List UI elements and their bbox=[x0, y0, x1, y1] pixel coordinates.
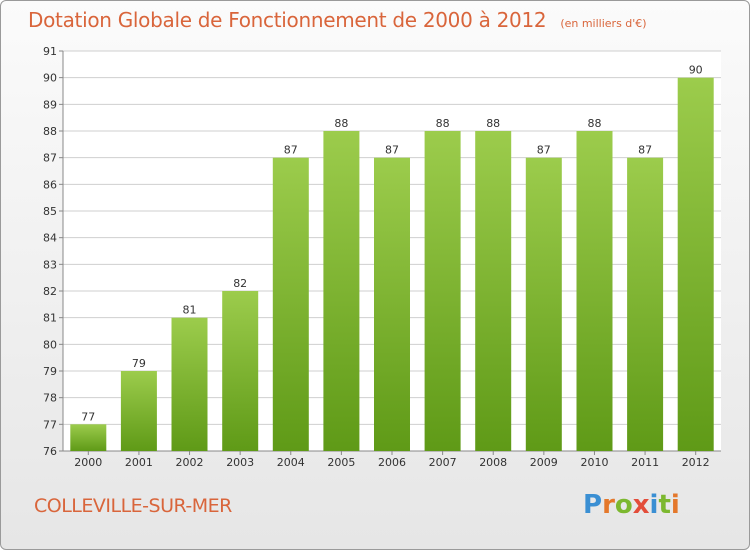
bar-value-label: 88 bbox=[334, 117, 348, 130]
bar-value-label: 87 bbox=[284, 144, 298, 157]
bar-value-label: 88 bbox=[588, 117, 602, 130]
x-tick-label: 2005 bbox=[327, 456, 355, 469]
logo-letter: i bbox=[649, 490, 659, 520]
bar bbox=[222, 291, 259, 451]
bar bbox=[627, 157, 664, 451]
bar-value-label: 77 bbox=[81, 410, 95, 423]
x-tick-label: 2010 bbox=[581, 456, 609, 469]
y-tick-label: 83 bbox=[43, 258, 57, 271]
y-tick-label: 85 bbox=[43, 205, 57, 218]
x-tick-label: 2000 bbox=[74, 456, 102, 469]
bar-value-label: 79 bbox=[132, 357, 146, 370]
logo-letter: r bbox=[602, 490, 615, 520]
x-tick-label: 2012 bbox=[682, 456, 710, 469]
bar bbox=[120, 371, 157, 451]
x-tick-label: 2006 bbox=[378, 456, 406, 469]
logo-letter: x bbox=[632, 490, 650, 520]
y-tick-label: 76 bbox=[43, 445, 57, 458]
bar-value-label: 90 bbox=[689, 64, 703, 77]
logo-letter: i bbox=[670, 490, 680, 520]
bar bbox=[272, 157, 309, 451]
city-name: COLLEVILLE-SUR-MER bbox=[34, 495, 232, 517]
chart-title: Dotation Globale de Fonctionnement de 20… bbox=[28, 8, 647, 32]
bar-value-label: 87 bbox=[385, 144, 399, 157]
y-tick-label: 78 bbox=[43, 392, 57, 405]
bar bbox=[475, 131, 512, 451]
bar-value-label: 81 bbox=[183, 304, 197, 317]
y-tick-label: 77 bbox=[43, 418, 57, 431]
y-tick-label: 82 bbox=[43, 285, 57, 298]
x-tick-label: 2004 bbox=[277, 456, 305, 469]
bar bbox=[70, 424, 107, 451]
bar-value-label: 88 bbox=[436, 117, 450, 130]
y-tick-label: 87 bbox=[43, 152, 57, 165]
bar-value-label: 87 bbox=[537, 144, 551, 157]
x-tick-label: 2009 bbox=[530, 456, 558, 469]
proxiti-logo: Proxiti bbox=[583, 490, 680, 520]
y-tick-label: 89 bbox=[43, 98, 57, 111]
chart-unit: (en milliers d'€) bbox=[560, 17, 647, 30]
y-tick-label: 81 bbox=[43, 312, 57, 325]
y-tick-label: 80 bbox=[43, 338, 57, 351]
bar bbox=[171, 317, 208, 451]
y-tick-label: 91 bbox=[43, 45, 57, 58]
y-tick-label: 79 bbox=[43, 365, 57, 378]
bar bbox=[374, 157, 410, 451]
y-tick-label: 90 bbox=[43, 72, 57, 85]
x-tick-label: 2007 bbox=[429, 456, 457, 469]
y-tick-label: 86 bbox=[43, 178, 57, 191]
x-tick-label: 2003 bbox=[226, 456, 254, 469]
bar-value-label: 82 bbox=[233, 277, 247, 290]
chart-title-text: Dotation Globale de Fonctionnement de 20… bbox=[28, 8, 547, 32]
x-tick-label: 2001 bbox=[125, 456, 153, 469]
bar bbox=[424, 131, 461, 451]
bar bbox=[323, 131, 360, 451]
y-tick-label: 84 bbox=[43, 232, 57, 245]
bar bbox=[576, 131, 613, 451]
bar bbox=[677, 77, 714, 451]
x-tick-label: 2002 bbox=[176, 456, 204, 469]
bar-value-label: 87 bbox=[638, 144, 652, 157]
y-tick-label: 88 bbox=[43, 125, 57, 138]
bar-value-label: 88 bbox=[486, 117, 500, 130]
x-tick-label: 2011 bbox=[631, 456, 659, 469]
logo-letter: P bbox=[583, 490, 603, 520]
logo-letter: o bbox=[614, 490, 633, 520]
x-tick-label: 2008 bbox=[479, 456, 507, 469]
bar bbox=[525, 157, 562, 451]
logo-letter: t bbox=[658, 490, 671, 520]
